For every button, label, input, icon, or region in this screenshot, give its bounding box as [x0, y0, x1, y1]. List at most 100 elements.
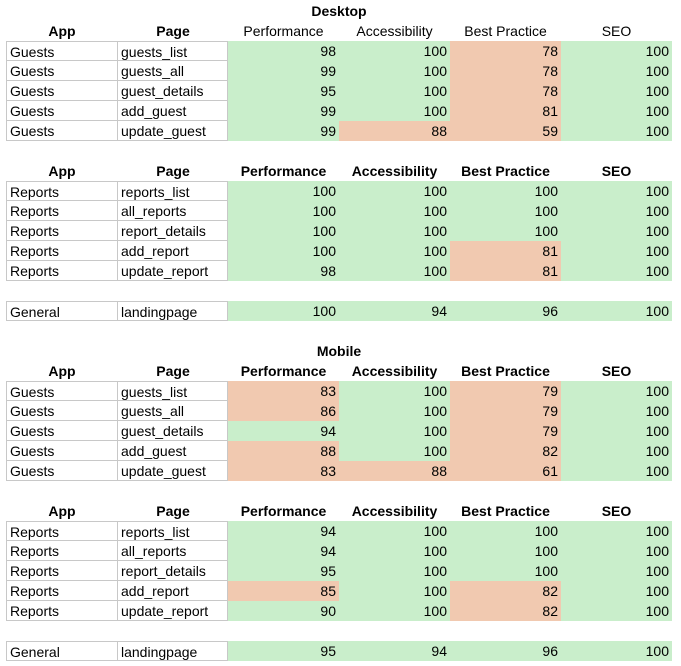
score-cell-performance: 95: [228, 561, 339, 581]
score-cell-seo: 100: [561, 81, 672, 101]
app-cell: Reports: [6, 561, 118, 581]
score-cell-seo: 100: [561, 521, 672, 541]
app-cell: Guests: [6, 401, 118, 421]
app-cell: Reports: [6, 201, 118, 221]
page-cell: all_reports: [118, 541, 228, 561]
table-row: Guests guests_list 83 100 79 100: [0, 381, 681, 401]
header-performance: Performance: [240, 503, 327, 519]
desktop-header-row: App Page Performance Accessibility Best Prac…: [0, 21, 681, 41]
app-cell: Reports: [6, 581, 118, 601]
score-cell-performance: 90: [228, 601, 339, 621]
table-row: Reports all_reports 100 100 100 100: [0, 201, 681, 221]
score-cell-accessibility: 88: [339, 461, 450, 481]
score-cell-performance: 100: [228, 241, 339, 261]
score-cell-performance: 85: [228, 581, 339, 601]
header-best-practice: Best Practice: [461, 503, 550, 519]
table-row: General landingpage 95 94 96 100: [0, 641, 681, 661]
score-cell-performance: 83: [228, 381, 339, 401]
score-cell-accessibility: 100: [339, 221, 450, 241]
score-cell-seo: 100: [561, 241, 672, 261]
page-cell: add_guest: [118, 101, 228, 121]
score-cell-performance: 94: [228, 521, 339, 541]
header-best-practice: Best Practice: [461, 363, 550, 379]
score-cell-accessibility: 100: [339, 61, 450, 81]
page-cell: update_report: [118, 261, 228, 281]
page-cell: add_report: [118, 581, 228, 601]
score-cell-best-practice: 61: [450, 461, 561, 481]
score-cell-best-practice: 79: [450, 421, 561, 441]
score-cell-accessibility: 94: [339, 641, 450, 661]
header-app: App: [48, 23, 76, 39]
score-cell-accessibility: 100: [339, 41, 450, 61]
header-performance: Performance: [240, 363, 327, 379]
score-cell-best-practice: 82: [450, 441, 561, 461]
mobile-header-row: App Page Performance Accessibility Best Prac…: [0, 361, 681, 381]
table-row: Guests guests_all 86 100 79 100: [0, 401, 681, 421]
table-row: Reports reports_list 94 100 100 100: [0, 521, 681, 541]
score-cell-accessibility: 100: [339, 101, 450, 121]
header-page: Page: [156, 163, 190, 179]
page-cell: all_reports: [118, 201, 228, 221]
score-cell-seo: 100: [561, 261, 672, 281]
app-cell: Reports: [6, 181, 118, 201]
app-cell: Reports: [6, 261, 118, 281]
app-cell: Guests: [6, 421, 118, 441]
app-cell: Guests: [6, 461, 118, 481]
app-cell: Reports: [6, 601, 118, 621]
score-cell-best-practice: 100: [450, 201, 561, 221]
table-row: Guests add_guest 88 100 82 100: [0, 441, 681, 461]
app-cell: Guests: [6, 121, 118, 141]
score-cell-accessibility: 88: [339, 121, 450, 141]
page-cell: add_guest: [118, 441, 228, 461]
score-cell-performance: 99: [228, 121, 339, 141]
score-cell-seo: 100: [561, 541, 672, 561]
score-cell-seo: 100: [561, 201, 672, 221]
page-cell: report_details: [118, 561, 228, 581]
table-row: Guests guest_details 94 100 79 100: [0, 421, 681, 441]
desktop-section-title: Desktop: [311, 3, 367, 19]
score-cell-seo: 100: [561, 641, 672, 661]
header-performance: Performance: [243, 23, 324, 39]
score-cell-best-practice: 79: [450, 381, 561, 401]
score-cell-seo: 100: [561, 381, 672, 401]
score-cell-seo: 100: [561, 441, 672, 461]
score-cell-seo: 100: [561, 301, 672, 321]
header-app: App: [48, 503, 76, 519]
score-cell-seo: 100: [561, 601, 672, 621]
score-cell-best-practice: 78: [450, 61, 561, 81]
desktop-header-row: App Page Performance Accessibility Best Prac…: [0, 161, 681, 181]
header-best-practice: Best Practice: [461, 163, 550, 179]
score-cell-performance: 100: [228, 221, 339, 241]
score-cell-best-practice: 81: [450, 101, 561, 121]
score-cell-accessibility: 100: [339, 561, 450, 581]
app-cell: Reports: [6, 221, 118, 241]
score-cell-best-practice: 100: [450, 221, 561, 241]
score-cell-best-practice: 78: [450, 41, 561, 61]
header-seo: SEO: [601, 23, 632, 39]
score-cell-seo: 100: [561, 401, 672, 421]
score-cell-performance: 100: [228, 181, 339, 201]
score-cell-accessibility: 100: [339, 181, 450, 201]
app-cell: Reports: [6, 541, 118, 561]
score-cell-performance: 95: [228, 641, 339, 661]
score-cell-seo: 100: [561, 61, 672, 81]
page-cell: reports_list: [118, 181, 228, 201]
score-cell-accessibility: 100: [339, 601, 450, 621]
header-accessibility: Accessibility: [356, 23, 433, 39]
score-cell-accessibility: 100: [339, 241, 450, 261]
score-cell-seo: 100: [561, 101, 672, 121]
score-cell-accessibility: 100: [339, 261, 450, 281]
header-accessibility: Accessibility: [351, 503, 438, 519]
score-cell-best-practice: 81: [450, 241, 561, 261]
app-cell: General: [6, 641, 118, 661]
page-cell: guests_all: [118, 61, 228, 81]
score-cell-best-practice: 100: [450, 541, 561, 561]
page-cell: landingpage: [118, 641, 228, 661]
score-cell-seo: 100: [561, 421, 672, 441]
page-cell: landingpage: [118, 301, 228, 321]
page-cell: guests_list: [118, 41, 228, 61]
score-cell-best-practice: 82: [450, 581, 561, 601]
app-cell: Guests: [6, 81, 118, 101]
score-cell-performance: 98: [228, 261, 339, 281]
header-page: Page: [156, 363, 190, 379]
